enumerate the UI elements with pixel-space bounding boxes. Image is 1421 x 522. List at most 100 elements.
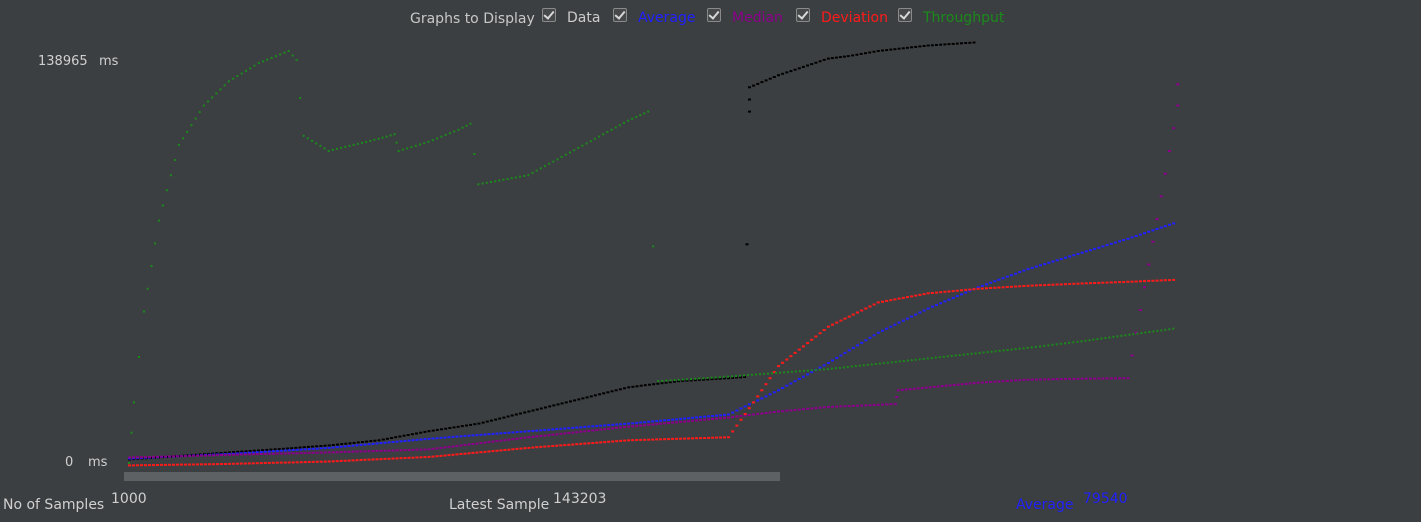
median-toggle-label[interactable]: Median bbox=[732, 10, 783, 26]
data-toggle-label[interactable]: Data bbox=[567, 10, 601, 26]
median-point bbox=[743, 414, 747, 417]
deviation-point bbox=[1093, 282, 1097, 284]
average-point bbox=[1014, 272, 1018, 275]
deviation-point bbox=[563, 444, 567, 447]
deviation-point bbox=[881, 300, 884, 303]
graph-toggle-toolbar: Graphs to Display Data Average Median De… bbox=[0, 0, 1421, 34]
throughput-point bbox=[1059, 342, 1062, 345]
data-point bbox=[277, 448, 281, 451]
average-series bbox=[128, 222, 1176, 460]
average-point bbox=[731, 411, 735, 414]
throughput-point bbox=[385, 135, 388, 138]
throughput-toggle-label[interactable]: Throughput bbox=[923, 10, 1005, 26]
throughput-point bbox=[665, 379, 668, 382]
data-point bbox=[673, 380, 676, 383]
average-point bbox=[1068, 255, 1072, 258]
average-checkbox[interactable] bbox=[613, 8, 627, 22]
median-point bbox=[355, 450, 359, 453]
average-point bbox=[491, 432, 495, 435]
median-point bbox=[579, 430, 583, 433]
median-point bbox=[443, 446, 447, 449]
median-point bbox=[175, 455, 179, 458]
throughput-point bbox=[1144, 331, 1147, 334]
data-point bbox=[589, 395, 593, 398]
data-point bbox=[569, 400, 572, 403]
deviation-checkbox[interactable] bbox=[796, 8, 810, 22]
median-point bbox=[203, 454, 207, 457]
median-point bbox=[679, 420, 683, 423]
median-point bbox=[747, 414, 751, 416]
median-point bbox=[768, 411, 772, 414]
median-point bbox=[835, 405, 839, 408]
deviation-point bbox=[1055, 283, 1059, 286]
data-point bbox=[797, 67, 801, 70]
average-point bbox=[599, 424, 603, 427]
average-point bbox=[893, 323, 897, 326]
deviation-point bbox=[235, 462, 239, 465]
throughput-point bbox=[890, 361, 893, 364]
throughput-point bbox=[886, 361, 889, 364]
throughput-point bbox=[581, 144, 584, 147]
throughput-point bbox=[556, 158, 559, 161]
average-point bbox=[239, 452, 243, 455]
average-point bbox=[851, 346, 855, 349]
throughput-point bbox=[207, 100, 209, 103]
throughput-point bbox=[783, 371, 785, 374]
throughput-checkbox[interactable] bbox=[898, 8, 912, 22]
deviation-series bbox=[128, 278, 1176, 467]
data-point bbox=[838, 56, 842, 59]
median-point bbox=[527, 436, 531, 439]
average-point bbox=[1009, 274, 1013, 277]
average-point bbox=[1026, 268, 1030, 271]
data-point bbox=[614, 389, 618, 392]
data-point bbox=[323, 444, 327, 447]
throughput-point bbox=[223, 84, 226, 87]
deviation-point bbox=[140, 464, 143, 467]
throughput-point bbox=[302, 134, 305, 137]
average-point bbox=[319, 447, 323, 450]
throughput-point bbox=[822, 368, 825, 371]
median-point bbox=[928, 386, 932, 389]
data-point bbox=[348, 442, 352, 445]
throughput-point bbox=[842, 366, 845, 369]
deviation-point bbox=[1172, 278, 1176, 281]
deviation-point bbox=[631, 439, 635, 442]
data-point bbox=[481, 421, 485, 424]
median-point bbox=[972, 382, 976, 385]
deviation-point bbox=[239, 462, 243, 465]
throughput-point bbox=[1076, 340, 1079, 343]
average-point bbox=[307, 448, 311, 451]
deviation-point bbox=[415, 456, 419, 459]
median-point bbox=[856, 404, 859, 407]
deviation-point bbox=[587, 442, 591, 445]
average-toggle-label[interactable]: Average bbox=[638, 10, 696, 26]
deviation-point bbox=[1059, 283, 1063, 286]
median-point bbox=[976, 381, 980, 384]
data-point bbox=[344, 442, 348, 445]
data-point bbox=[315, 445, 319, 448]
median-point bbox=[1039, 378, 1042, 381]
data-point bbox=[598, 393, 602, 396]
throughput-point bbox=[477, 183, 480, 186]
throughput-point bbox=[610, 128, 613, 131]
deviation-toggle-label[interactable]: Deviation bbox=[821, 10, 888, 26]
data-point bbox=[872, 50, 876, 53]
deviation-point bbox=[347, 459, 351, 462]
throughput-point bbox=[510, 177, 513, 180]
deviation-point bbox=[435, 455, 439, 458]
median-point bbox=[367, 450, 371, 453]
data-point bbox=[623, 387, 626, 390]
deviation-point bbox=[383, 457, 387, 460]
median-point bbox=[183, 455, 187, 457]
throughput-point bbox=[677, 378, 680, 381]
data-point bbox=[818, 60, 822, 63]
average-point bbox=[735, 409, 739, 412]
median-checkbox[interactable] bbox=[707, 8, 721, 22]
average-point bbox=[1151, 229, 1155, 232]
median-point bbox=[499, 439, 503, 442]
throughput-point bbox=[1124, 334, 1127, 337]
median-point bbox=[752, 413, 755, 416]
average-point bbox=[943, 300, 947, 303]
data-checkbox[interactable] bbox=[542, 8, 556, 22]
throughput-point bbox=[681, 378, 684, 381]
